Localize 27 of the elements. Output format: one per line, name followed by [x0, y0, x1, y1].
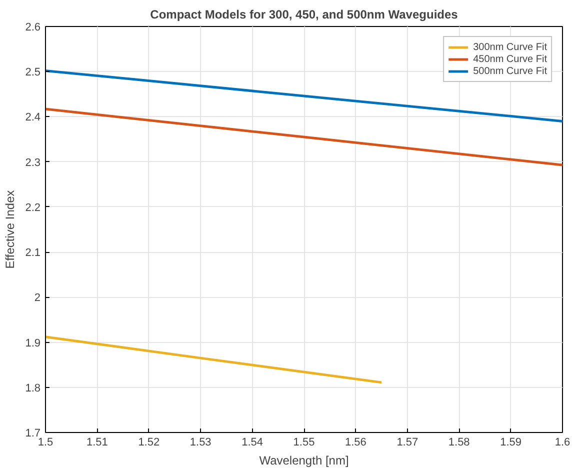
y-tick-label: 2.5: [25, 66, 41, 79]
x-tick-label: 1.56: [344, 436, 366, 448]
x-tick-label: 1.58: [448, 436, 470, 448]
y-tick-label: 2: [34, 292, 41, 304]
legend-label: 450nm Curve Fit: [473, 53, 547, 65]
x-tick-label: 1.6: [554, 436, 570, 448]
y-tick-label: 2.2: [25, 202, 41, 214]
x-tick-label: 1.57: [396, 436, 418, 448]
legend-label: 300nm Curve Fit: [473, 41, 547, 53]
y-tick-label: 2.1: [25, 247, 41, 260]
x-tick-label: 1.51: [86, 436, 108, 448]
y-tick-label: 2.6: [25, 22, 41, 34]
legend-label: 500nm Curve Fit: [473, 65, 547, 77]
y-axis-title: Effective Index: [3, 190, 18, 269]
y-tick-label: 1.7: [25, 428, 41, 440]
y-tick-label: 1.8: [25, 382, 41, 394]
x-tick-label: 1.52: [138, 436, 160, 448]
x-tick-label: 1.5: [38, 436, 54, 448]
x-axis-title: Wavelength [nm]: [259, 454, 349, 468]
x-tick-label: 1.59: [500, 436, 522, 448]
y-tick-label: 2.4: [25, 112, 41, 124]
x-tick-label: 1.53: [190, 436, 212, 448]
y-tick-label: 1.9: [25, 337, 41, 350]
x-tick-label: 1.55: [293, 436, 315, 448]
chart-title: Compact Models for 300, 450, and 500nm Waveguides: [150, 8, 458, 22]
y-tick-label: 2.3: [25, 156, 41, 169]
x-tick-label: 1.54: [242, 436, 264, 448]
